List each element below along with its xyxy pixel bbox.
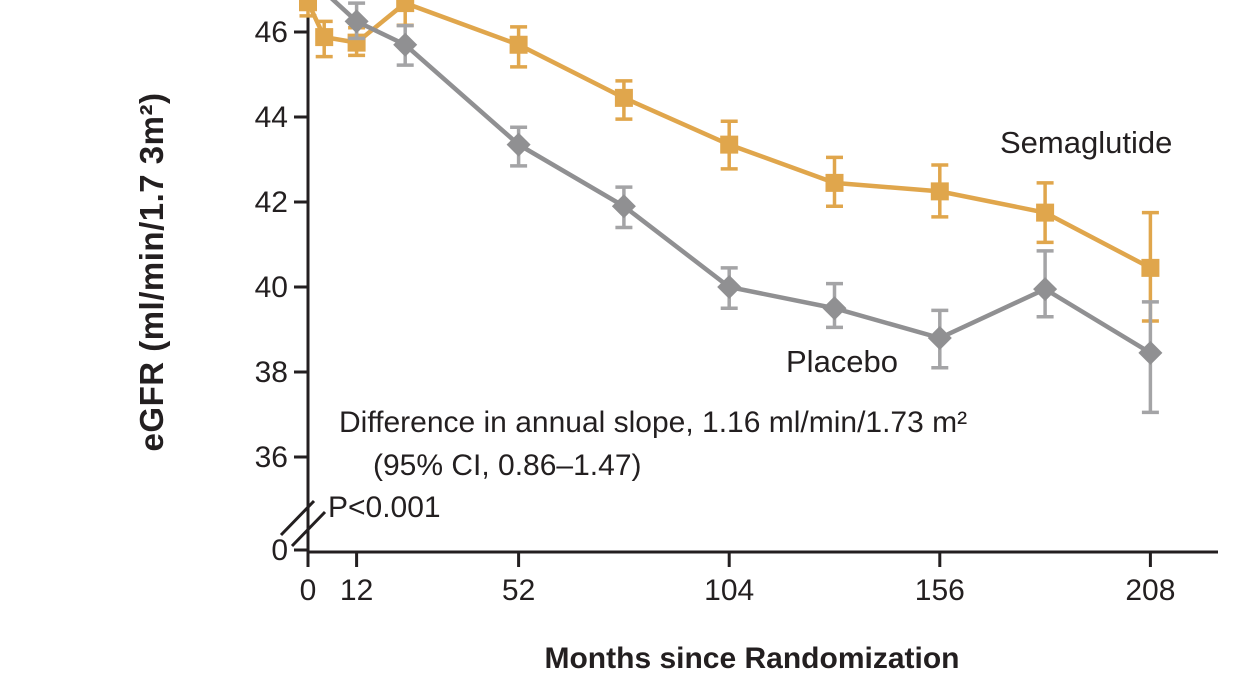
y-tick-label: 38 — [255, 356, 288, 389]
y-tick-label: 0 — [271, 534, 288, 567]
x-tick-label: 12 — [340, 574, 373, 607]
semaglutide-marker — [299, 0, 317, 12]
semaglutide-marker — [614, 88, 633, 107]
x-tick-label: 208 — [1125, 574, 1175, 607]
series-label-placebo: Placebo — [786, 344, 899, 379]
x-tick-label: 52 — [502, 574, 535, 607]
y-axis-break-mark — [290, 510, 327, 548]
y-tick-label: 40 — [255, 271, 288, 304]
placebo-marker — [1033, 277, 1058, 302]
annotation-confidence-interval: (95% CI, 0.86–1.47) — [373, 449, 642, 482]
y-tick-label: 42 — [255, 186, 288, 219]
placebo-marker — [927, 325, 952, 351]
placebo-line — [329, 0, 1152, 355]
x-axis-title: Months since Randomization — [544, 642, 960, 675]
semaglutide-marker — [315, 28, 334, 47]
placebo-marker — [822, 296, 847, 321]
x-tick-label: 156 — [915, 574, 965, 607]
y-tick-label: 36 — [255, 441, 288, 474]
y-tick-label: 44 — [255, 101, 288, 134]
semaglutide-marker — [396, 0, 415, 13]
x-tick-label: 0 — [300, 574, 317, 607]
series-label-semaglutide: Semaglutide — [1000, 125, 1173, 160]
semaglutide-marker — [509, 35, 528, 54]
placebo-marker — [1138, 340, 1163, 365]
semaglutide-marker — [1141, 258, 1160, 277]
y-axis-break-mark — [279, 499, 316, 537]
y-axis-title: eGFR (ml/min/1.7 3m²) — [133, 92, 170, 452]
placebo-marker — [344, 9, 369, 34]
annotation-slope-difference: Difference in annual slope, 1.16 ml/min/… — [339, 406, 968, 439]
semaglutide-marker — [1036, 203, 1055, 222]
placebo-marker — [393, 32, 418, 57]
semaglutide-marker — [720, 135, 739, 154]
semaglutide-marker — [825, 173, 844, 192]
x-tick-label: 104 — [704, 574, 754, 607]
semaglutide-marker — [930, 182, 949, 201]
annotation-p-value: P<0.001 — [328, 491, 441, 524]
y-tick-label: 46 — [255, 16, 288, 49]
